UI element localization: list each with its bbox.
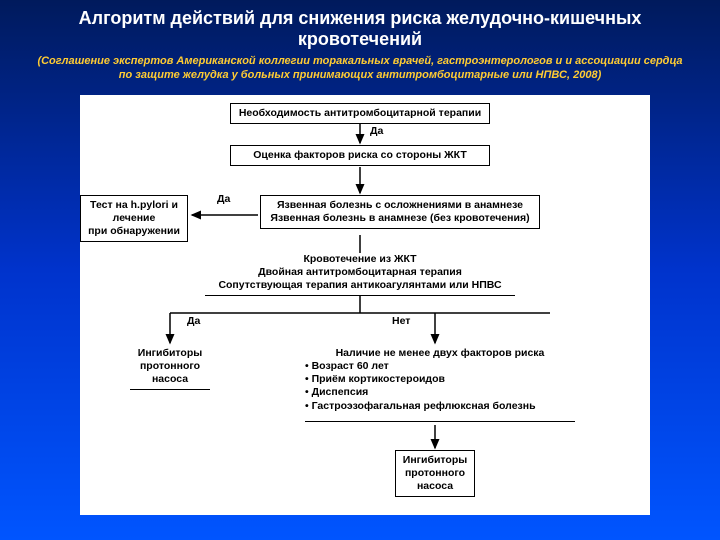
rf-title: Наличие не менее двух факторов риска [305,347,575,360]
rf-l1: • Возраст 60 лет [305,360,575,373]
node-antiplatelet-need: Необходимость антитромбоцитарной терапии [230,103,490,124]
underline-risk-factors [305,421,575,422]
rf-l4: • Гастроэзофагальная рефлюксная болезнь [305,400,575,413]
flowchart-canvas: Необходимость антитромбоцитарной терапии… [80,95,650,515]
label-yes-2: Да [215,193,232,205]
hpylori-l2: лечение [113,212,156,224]
hpylori-l1: Тест на h.pylori и [90,199,178,211]
node-ppi-left: Ингибиторы протонного насоса [130,347,210,386]
ppi2-l3: насоса [417,480,453,492]
node-gi-bleeding: Кровотечение из ЖКТ Двойная антитромбоци… [205,253,515,292]
bleed-l3: Сопутствующая терапия антикоагулянтами и… [218,279,501,291]
underline-bleeding [205,295,515,296]
label-yes-3: Да [185,315,202,327]
node-risk-factors: Наличие не менее двух факторов риска • В… [305,347,575,413]
hpylori-l3: при обнаружении [88,225,180,237]
slide-subtitle: (Соглашение экспертов Американской колле… [0,52,720,91]
node-hpylori-test: Тест на h.pylori и лечение при обнаружен… [80,195,188,242]
ppi1-l2: протонного [140,360,200,372]
node-gi-risk-eval: Оценка факторов риска со стороны ЖКТ [230,145,490,166]
underline-ppi-left [130,389,210,390]
rf-l3: • Диспепсия [305,386,575,399]
slide-title: Алгоритм действий для снижения риска жел… [0,0,720,52]
node-ulcer-history: Язвенная болезнь с осложнениями в анамне… [260,195,540,229]
node-ulcer-line1: Язвенная болезнь с осложнениями в анамне… [277,199,523,211]
bleed-l1: Кровотечение из ЖКТ [303,253,416,265]
node-ppi-bottom: Ингибиторы протонного насоса [395,450,475,497]
ppi1-l1: Ингибиторы [138,347,202,359]
node-ulcer-line2: Язвенная болезнь в анамнезе (без кровоте… [270,212,529,224]
label-no: Нет [390,315,412,327]
ppi2-l1: Ингибиторы [403,454,467,466]
rf-l2: • Приём кортикостероидов [305,373,575,386]
label-yes-1: Да [368,125,385,137]
bleed-l2: Двойная антитромбоцитарная терапия [258,266,462,278]
ppi1-l3: насоса [152,373,188,385]
ppi2-l2: протонного [405,467,465,479]
